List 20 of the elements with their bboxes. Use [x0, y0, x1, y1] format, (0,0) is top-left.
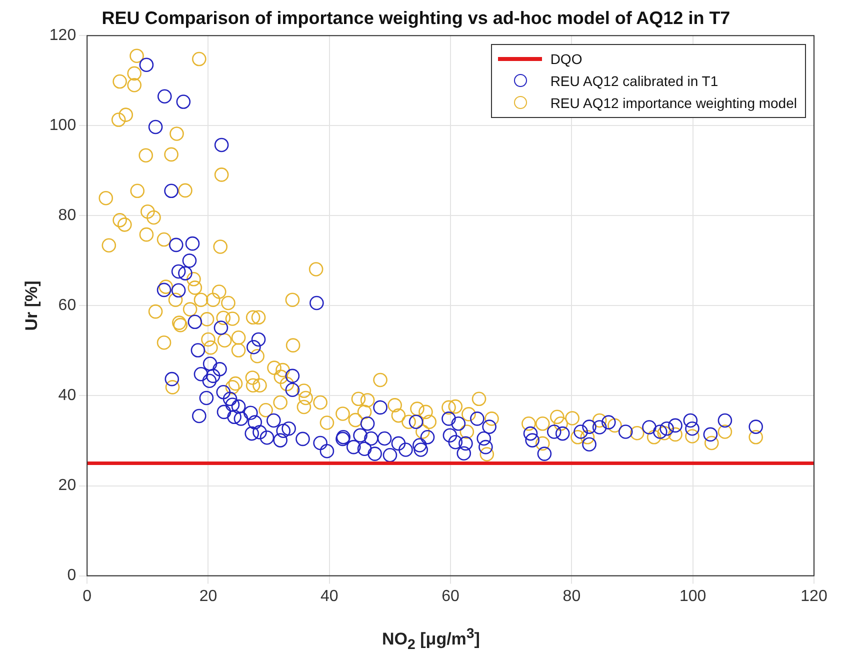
legend-label: DQO: [550, 50, 582, 69]
x-tick-label: 120: [800, 588, 828, 605]
x-axis-title: NO$_{2}$ [μg/m$^{3}$]: [381, 626, 481, 653]
x-tick-label: 100: [680, 588, 706, 605]
x-tick-label: 40: [320, 588, 338, 605]
x-tick-label: 0: [82, 588, 92, 605]
x-tick-label: 60: [442, 588, 460, 605]
legend-label: REU AQ12 calibrated in T1: [550, 72, 718, 91]
y-tick-label: 60: [58, 297, 76, 314]
y-axis-title: Ur [%]: [22, 280, 41, 331]
y-tick-label: 40: [58, 387, 76, 404]
y-tick-label: 120: [49, 27, 76, 44]
y-tick-label: 20: [58, 477, 76, 494]
y-tick-label: 80: [58, 207, 76, 224]
legend-label: REU AQ12 importance weighting model: [550, 94, 797, 113]
x-tick-label: 20: [199, 588, 218, 605]
y-tick-label: 100: [49, 117, 76, 134]
y-tick-label: 0: [67, 567, 76, 584]
x-tick-label: 80: [562, 588, 581, 605]
chart-title: REU Comparison of importance weighting vs ad-hoc model of AQ12 in T7: [102, 8, 730, 28]
